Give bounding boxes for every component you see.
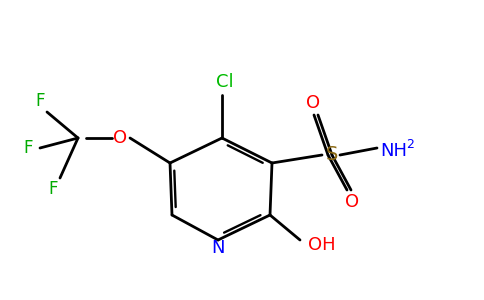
Text: O: O (345, 193, 359, 211)
Text: N: N (211, 239, 225, 257)
Text: 2: 2 (406, 137, 414, 151)
Text: O: O (306, 94, 320, 112)
Text: NH: NH (380, 142, 408, 160)
Text: S: S (326, 146, 338, 164)
Text: O: O (113, 129, 127, 147)
Text: F: F (48, 180, 58, 198)
Text: OH: OH (308, 236, 336, 254)
Text: Cl: Cl (216, 73, 234, 91)
Text: F: F (23, 139, 33, 157)
Text: F: F (35, 92, 45, 110)
